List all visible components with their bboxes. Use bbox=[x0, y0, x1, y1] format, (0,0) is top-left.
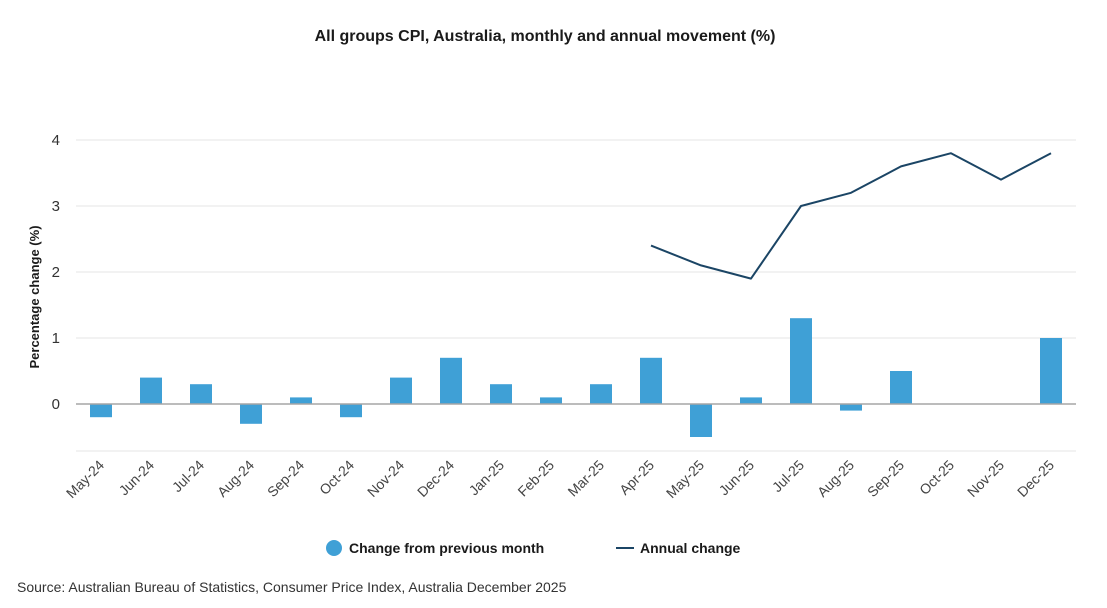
y-tick-label: 3 bbox=[52, 198, 60, 215]
x-tick-label: Dec-25 bbox=[1014, 457, 1057, 500]
legend-bar-swatch bbox=[326, 540, 342, 556]
legend: Change from previous month Annual change bbox=[326, 540, 741, 556]
y-tick-label: 4 bbox=[52, 132, 60, 149]
x-tick-label: Jun-24 bbox=[116, 457, 158, 499]
bar-Jul-25 bbox=[790, 318, 812, 404]
bar-Feb-25 bbox=[540, 397, 562, 404]
bar-Jun-24 bbox=[140, 377, 162, 404]
x-tick-label: Mar-25 bbox=[564, 457, 607, 500]
x-tick-label: Jan-25 bbox=[466, 457, 508, 499]
source-note: Source: Australian Bureau of Statistics,… bbox=[17, 579, 567, 595]
gridlines bbox=[76, 139, 1076, 452]
x-tick-label: Oct-24 bbox=[316, 457, 357, 498]
x-tick-label: Nov-24 bbox=[364, 457, 407, 500]
x-tick-label: May-24 bbox=[63, 457, 107, 501]
bar-Nov-24 bbox=[390, 377, 412, 404]
bar-Dec-25 bbox=[1040, 338, 1062, 404]
bar-Mar-25 bbox=[590, 384, 612, 404]
y-axis-label: Percentage change (%) bbox=[27, 225, 42, 368]
x-tick-label: Jul-25 bbox=[769, 457, 807, 495]
x-tick-label: Nov-25 bbox=[964, 457, 1007, 500]
bar-Jan-25 bbox=[490, 384, 512, 404]
x-tick-label: Oct-25 bbox=[916, 457, 957, 498]
x-tick-label: Sep-25 bbox=[864, 457, 907, 500]
bar-Jul-24 bbox=[190, 384, 212, 404]
y-tick-label: 2 bbox=[52, 264, 60, 281]
y-tick-labels: 0 1 2 3 4 bbox=[52, 132, 60, 413]
legend-line-label: Annual change bbox=[640, 540, 741, 556]
bar-Jun-25 bbox=[740, 397, 762, 404]
legend-bar-label: Change from previous month bbox=[349, 540, 544, 556]
x-tick-label: Aug-25 bbox=[814, 457, 857, 500]
bar-Dec-24 bbox=[440, 357, 462, 404]
x-tick-label: Aug-24 bbox=[214, 457, 257, 500]
y-tick-label: 1 bbox=[52, 330, 60, 347]
chart-title: All groups CPI, Australia, monthly and a… bbox=[315, 28, 776, 45]
x-tick-label: Sep-24 bbox=[264, 457, 307, 500]
x-tick-label: Jul-24 bbox=[169, 457, 207, 495]
x-tick-label: May-25 bbox=[663, 457, 707, 501]
x-tick-label: Dec-24 bbox=[414, 457, 457, 500]
x-tick-label: Feb-25 bbox=[514, 457, 557, 500]
x-tick-label: Apr-25 bbox=[616, 457, 657, 498]
bar-May-24 bbox=[90, 404, 112, 418]
bar-Aug-25 bbox=[840, 404, 862, 411]
x-tick-labels: May-24 Jun-24 Jul-24 Aug-24 Sep-24 Oct-24 Nov-… bbox=[63, 457, 1057, 501]
x-tick-label: Jun-25 bbox=[716, 457, 758, 499]
annual-change-line bbox=[650, 152, 1052, 280]
bar-series bbox=[90, 318, 1062, 437]
bar-Oct-24 bbox=[340, 404, 362, 418]
y-tick-label: 0 bbox=[52, 396, 60, 413]
bar-Apr-25 bbox=[640, 357, 662, 404]
bar-Sep-24 bbox=[290, 397, 312, 404]
bar-Aug-24 bbox=[240, 404, 262, 424]
bar-May-25 bbox=[690, 404, 712, 437]
annual-change-series bbox=[650, 152, 1052, 280]
bar-Sep-25 bbox=[890, 371, 912, 404]
